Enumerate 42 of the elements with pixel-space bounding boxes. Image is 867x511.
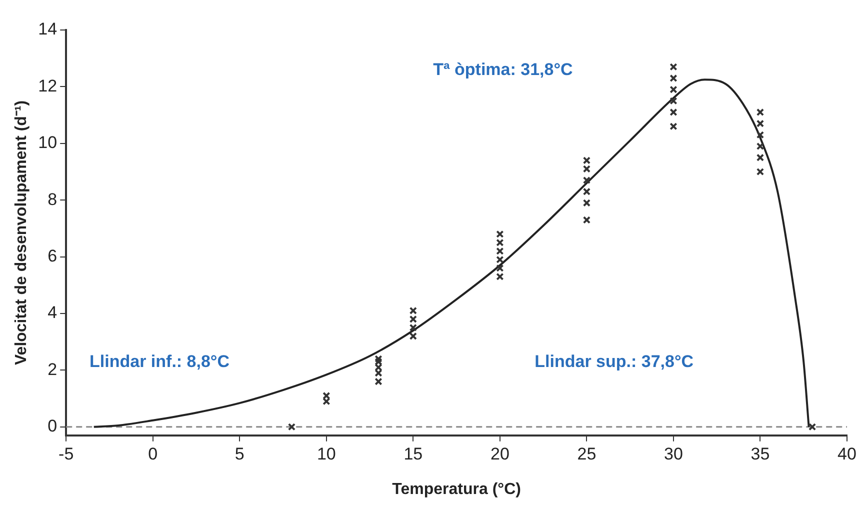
y-tick-label: 0 [48, 416, 58, 436]
y-tick-label: 2 [48, 360, 58, 379]
point [756, 168, 764, 176]
point [670, 108, 678, 116]
point [756, 142, 764, 150]
y-tick-label: 12 [38, 76, 58, 96]
point [756, 108, 764, 116]
annotation: Llindar sup.: 37,8°C [534, 352, 694, 372]
x-axis-title: Temperatura (°C) [392, 480, 521, 498]
x-tick-label: -5 [58, 444, 74, 464]
x-tick-label: 15 [404, 444, 423, 464]
x-tick-label: 20 [490, 444, 510, 464]
point [670, 122, 678, 130]
point [582, 199, 591, 207]
annotation: Llindar inf.: 8,8°C [90, 352, 230, 372]
point [670, 97, 678, 105]
point [288, 423, 296, 431]
y-tick-label: 8 [48, 190, 58, 209]
point [670, 63, 678, 71]
point [582, 216, 591, 224]
point [756, 120, 764, 128]
x-tick-label: 30 [664, 444, 683, 464]
x-tick-label: 35 [750, 444, 770, 464]
y-tick-label: 6 [48, 246, 58, 266]
x-tick-label: 5 [234, 444, 244, 464]
y-tick-label: 14 [38, 20, 58, 39]
annotation: Tª òptima: 31,8°C [433, 60, 573, 80]
y-tick-label: 4 [48, 303, 58, 322]
point [756, 154, 764, 162]
point [756, 131, 764, 139]
point [670, 86, 678, 94]
x-tick-label: 40 [838, 444, 856, 464]
point [582, 188, 591, 196]
line-series [92, 78, 810, 428]
y-axis-title: Velocitat de desenvolupament (d⁻¹) [13, 100, 30, 366]
point [670, 74, 678, 82]
x-tick-label: 25 [577, 444, 596, 464]
point [808, 423, 816, 431]
point [582, 176, 591, 184]
x-tick-label: 10 [316, 444, 336, 464]
x-tick-label: 0 [148, 444, 158, 464]
y-tick-label: 10 [38, 133, 58, 152]
